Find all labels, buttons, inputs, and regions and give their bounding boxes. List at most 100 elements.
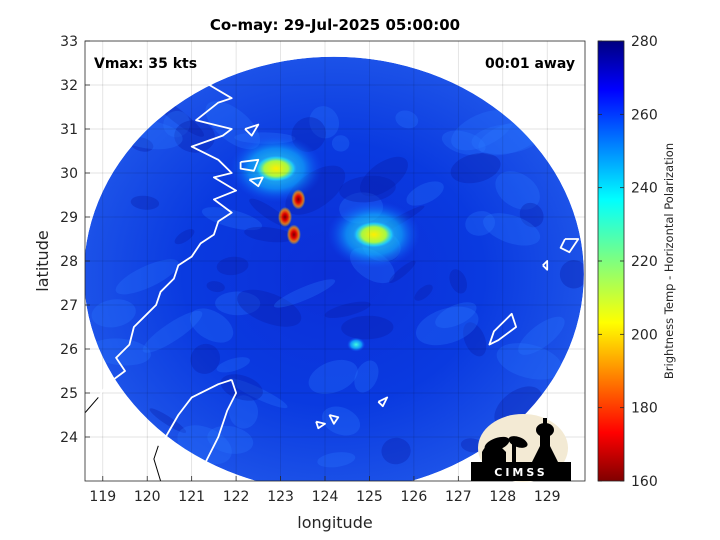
taiwan-coastline bbox=[155, 378, 237, 481]
island-coastline bbox=[244, 123, 260, 137]
swath-texture-patch bbox=[215, 291, 261, 316]
swath-texture-patch bbox=[415, 306, 479, 346]
swath-texture-patch bbox=[389, 260, 416, 284]
swath-texture-patch bbox=[216, 256, 249, 276]
swath-texture-patch bbox=[519, 202, 544, 228]
colorbar-tick-label: 200 bbox=[631, 327, 658, 343]
swath-texture-patch bbox=[149, 408, 187, 433]
convective-cell bbox=[291, 189, 306, 210]
swath-texture-patch bbox=[483, 213, 541, 246]
swath-texture-patch bbox=[414, 284, 433, 301]
x-tick-label: 129 bbox=[534, 489, 561, 505]
convective-cell bbox=[278, 207, 292, 227]
x-tick-label: 127 bbox=[445, 489, 472, 505]
swath-texture-patch bbox=[341, 315, 394, 340]
swath-texture-patch bbox=[395, 110, 419, 129]
x-tick-label: 126 bbox=[401, 489, 428, 505]
swath-texture-patch bbox=[115, 259, 179, 295]
figure-title: Co-may: 29-Jul-2025 05:00:00 bbox=[210, 16, 460, 34]
ryukyu-island-coastline bbox=[377, 396, 389, 408]
swath-texture-patch bbox=[90, 338, 151, 366]
colorbar-tick-label: 260 bbox=[631, 107, 658, 123]
colorbar-tick-label: 180 bbox=[631, 401, 658, 417]
swath-texture-patch bbox=[451, 109, 514, 151]
swath-texture-patch bbox=[460, 438, 484, 453]
swath-texture-patch bbox=[205, 101, 261, 150]
swath-texture-patch bbox=[190, 343, 221, 374]
swath-texture-patch bbox=[228, 395, 259, 429]
swath-texture-patch bbox=[331, 135, 350, 152]
x-axis-label: longitude bbox=[297, 513, 372, 532]
swath-texture-patch bbox=[308, 359, 358, 394]
swath-texture-patch bbox=[381, 437, 411, 465]
ryukyu-island-coastline bbox=[315, 420, 326, 430]
y-tick-label: 26 bbox=[60, 342, 78, 358]
convective-cell bbox=[347, 337, 366, 352]
time-away-annotation: 00:01 away bbox=[485, 56, 575, 72]
x-tick-label: 125 bbox=[356, 489, 383, 505]
x-tick-label: 123 bbox=[267, 489, 294, 505]
colorbar-label: Brightness Temp - Horizontal Polarizatio… bbox=[662, 143, 676, 379]
swath-texture-patch bbox=[142, 310, 203, 353]
gridlines bbox=[85, 41, 585, 481]
convective-cell bbox=[351, 220, 396, 249]
vmax-annotation: Vmax: 35 kts bbox=[94, 56, 197, 72]
ryukyu-island-coastline bbox=[542, 260, 549, 271]
island-coastline bbox=[239, 158, 260, 172]
swath-texture-patch bbox=[465, 211, 496, 236]
swath-texture-patch bbox=[339, 175, 396, 203]
swath-texture-patch bbox=[449, 269, 468, 294]
y-tick-label: 32 bbox=[60, 78, 78, 94]
colorbar-tick-label: 280 bbox=[631, 34, 658, 50]
convective-features bbox=[229, 135, 421, 352]
swath-base bbox=[85, 56, 584, 481]
swath-texture-patch bbox=[273, 279, 336, 308]
colorbar-gradient bbox=[597, 40, 625, 482]
swath-texture-patch bbox=[317, 452, 356, 468]
colorbar-tick-label: 160 bbox=[631, 474, 658, 490]
y-tick-label: 27 bbox=[60, 298, 78, 314]
swath-texture-patch bbox=[163, 110, 191, 138]
y-tick-label: 33 bbox=[60, 34, 78, 50]
cimss-logo-text: CIMSS bbox=[494, 466, 547, 479]
y-tick-label: 31 bbox=[60, 122, 78, 138]
swath-texture-patch bbox=[189, 308, 234, 343]
x-tick-label: 121 bbox=[178, 489, 205, 505]
swath-texture-patch bbox=[441, 130, 486, 155]
coastline-outside bbox=[153, 445, 162, 481]
convective-cell bbox=[254, 154, 299, 183]
swath-texture-patch bbox=[450, 153, 501, 184]
swath-texture-patch bbox=[237, 289, 302, 327]
swath-texture-patch bbox=[406, 181, 444, 206]
ryukyu-island-coastline bbox=[559, 238, 580, 254]
y-axis-label: latitude bbox=[33, 230, 52, 291]
colorbar-tick-label: 240 bbox=[631, 181, 658, 197]
swath-texture-patch bbox=[130, 195, 160, 210]
island-coastline bbox=[248, 176, 264, 188]
swath-texture-patch bbox=[496, 343, 563, 380]
swath-texture-patch bbox=[321, 406, 361, 436]
swath-texture-patch bbox=[216, 357, 251, 373]
swath-texture-patch bbox=[206, 281, 225, 293]
y-tick-label: 29 bbox=[60, 210, 78, 226]
y-tick-label: 28 bbox=[60, 254, 78, 270]
convective-cell bbox=[286, 224, 301, 245]
china-coastline bbox=[85, 57, 237, 412]
swath-texture-patch bbox=[324, 301, 371, 318]
cimss-logo-icon: CIMSS bbox=[471, 414, 571, 482]
x-tick-label: 128 bbox=[489, 489, 516, 505]
swath-texture-patch bbox=[174, 229, 195, 245]
swath-texture-patch bbox=[359, 156, 408, 197]
swath-texture-patch bbox=[244, 226, 295, 243]
x-tick-label: 119 bbox=[89, 489, 116, 505]
ryukyu-island-coastline bbox=[488, 312, 517, 346]
y-tick-label: 25 bbox=[60, 386, 78, 402]
x-tick-label: 120 bbox=[134, 489, 161, 505]
swath-texture-patch bbox=[354, 360, 379, 393]
colorbar-tick-label: 220 bbox=[631, 254, 658, 270]
x-axis-ticks: 119 120 121 122 123 124 125 126 127 128 129 bbox=[89, 476, 561, 505]
ryukyu-island-coastline bbox=[328, 414, 340, 425]
y-tick-label: 24 bbox=[60, 430, 78, 446]
map-plot-area bbox=[85, 41, 585, 481]
swath-texture-patch bbox=[91, 299, 136, 328]
